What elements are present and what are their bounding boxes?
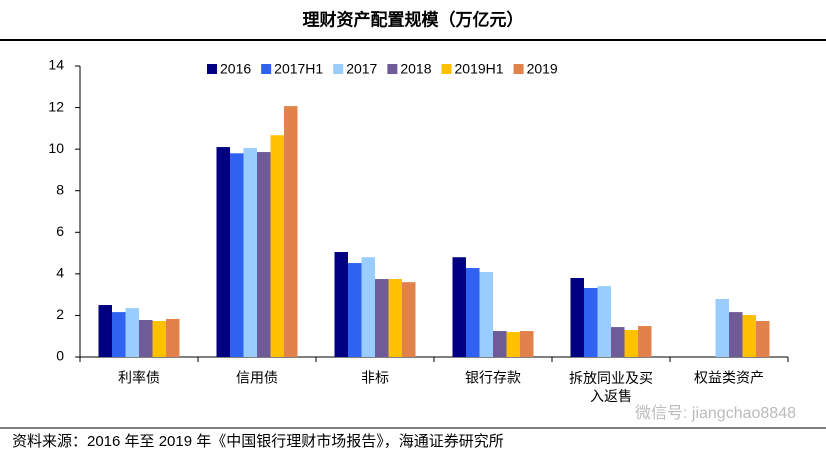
legend-label: 2016 <box>220 61 251 77</box>
bar <box>216 147 230 357</box>
y-tick-label: 12 <box>48 98 64 114</box>
x-tick-label: 信用债 <box>236 370 278 386</box>
bar <box>584 287 598 357</box>
y-tick-label: 14 <box>48 57 64 73</box>
bar <box>257 152 271 357</box>
bar <box>742 315 756 357</box>
bar <box>570 278 584 357</box>
bar <box>520 331 534 357</box>
legend-swatch <box>387 64 398 74</box>
legend-label: 2019H1 <box>455 61 504 77</box>
x-tick-label: 拆放同业及买入返售 <box>569 370 653 404</box>
bar <box>375 279 389 357</box>
bar <box>729 312 743 357</box>
y-tick-label: 6 <box>56 223 64 239</box>
bar <box>756 321 770 357</box>
bar <box>152 321 166 357</box>
bar <box>284 106 298 358</box>
bar <box>493 331 507 357</box>
bar <box>243 148 257 357</box>
y-tick-label: 0 <box>56 348 64 364</box>
bar <box>334 252 348 357</box>
x-tick-label: 权益类资产 <box>694 370 764 386</box>
y-tick-label: 4 <box>56 265 64 281</box>
bar <box>611 327 625 357</box>
bar <box>597 286 611 357</box>
bar <box>98 305 112 357</box>
y-tick-label: 8 <box>56 181 64 197</box>
bar <box>402 282 416 357</box>
y-tick-label: 2 <box>56 306 64 322</box>
y-tick-label: 10 <box>48 140 64 156</box>
legend-label: 2018 <box>400 61 431 77</box>
bar <box>388 279 402 357</box>
bar <box>638 326 652 357</box>
bar <box>506 332 520 357</box>
chart-title: 理财资产配置规模（万亿元） <box>303 9 524 29</box>
legend-label: 2017H1 <box>274 61 323 77</box>
bar <box>624 329 638 357</box>
bar <box>361 257 375 357</box>
x-tick-label: 利率债 <box>118 370 160 386</box>
source-note: 资料来源：2016 年至 2019 年《中国银行理财市场报告》，海通证券研究所 <box>12 433 504 450</box>
legend-label: 2017 <box>346 61 377 77</box>
legend-label: 2019 <box>527 61 558 77</box>
bar <box>452 257 466 357</box>
bar <box>348 263 362 357</box>
bar <box>139 320 153 357</box>
watermark: 微信号: jiangchao8848 <box>635 404 796 422</box>
legend-swatch <box>261 64 272 74</box>
bar <box>230 153 244 357</box>
bar <box>466 268 480 357</box>
bar <box>479 271 493 357</box>
bar <box>166 318 180 357</box>
legend-swatch <box>333 64 344 74</box>
bar <box>715 299 729 357</box>
legend-swatch <box>207 64 217 74</box>
x-tick-label: 非标 <box>361 370 389 386</box>
legend-swatch <box>441 64 452 74</box>
bar <box>270 135 284 357</box>
x-tick-label: 银行存款 <box>465 370 521 386</box>
bar <box>112 312 126 357</box>
bar <box>125 308 139 357</box>
legend-swatch <box>513 64 524 74</box>
